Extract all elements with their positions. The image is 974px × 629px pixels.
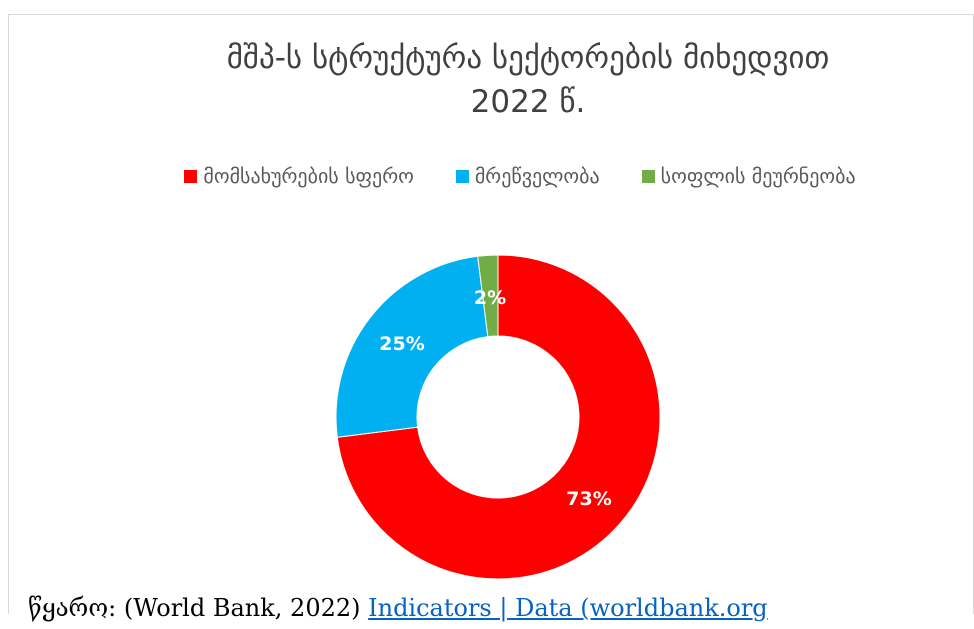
legend-swatch-services xyxy=(184,169,198,183)
data-label-agriculture: 2% xyxy=(474,287,506,309)
legend-label-industry: მრეწველობა xyxy=(474,164,600,188)
donut-slice-services xyxy=(336,254,661,580)
chart-title: მშპ-ს სტრუქტურა სექტორების მიხედვით 2022… xyxy=(100,36,956,124)
source-note: წყარო: (World Bank, 2022) Indicators | D… xyxy=(28,592,768,624)
legend-swatch-industry xyxy=(455,169,469,183)
donut-slice-industry xyxy=(335,255,489,438)
legend-item-agriculture: სოფლის მეურნეობა xyxy=(641,164,856,188)
data-label-services: 73% xyxy=(566,488,611,510)
chart-title-line-1: მშპ-ს სტრუქტურა სექტორების მიხედვით xyxy=(226,40,830,76)
source-link[interactable]: Indicators | Data (worldbank.org xyxy=(368,594,768,622)
chart-title-line-2: 2022 წ. xyxy=(470,84,586,120)
data-label-industry: 25% xyxy=(379,333,424,355)
legend-item-industry: მრეწველობა xyxy=(455,164,600,188)
donut-slice-agriculture xyxy=(477,254,499,338)
legend-swatch-agriculture xyxy=(641,169,655,183)
chart-legend: მომსახურების სფერო მრეწველობა სოფლის მეუ… xyxy=(120,164,920,188)
legend-label-services: მომსახურების სფერო xyxy=(203,164,414,188)
legend-item-services: მომსახურების სფერო xyxy=(184,164,414,188)
legend-label-agriculture: სოფლის მეურნეობა xyxy=(660,164,856,188)
source-prefix: წყარო: (World Bank, 2022) xyxy=(28,594,361,622)
